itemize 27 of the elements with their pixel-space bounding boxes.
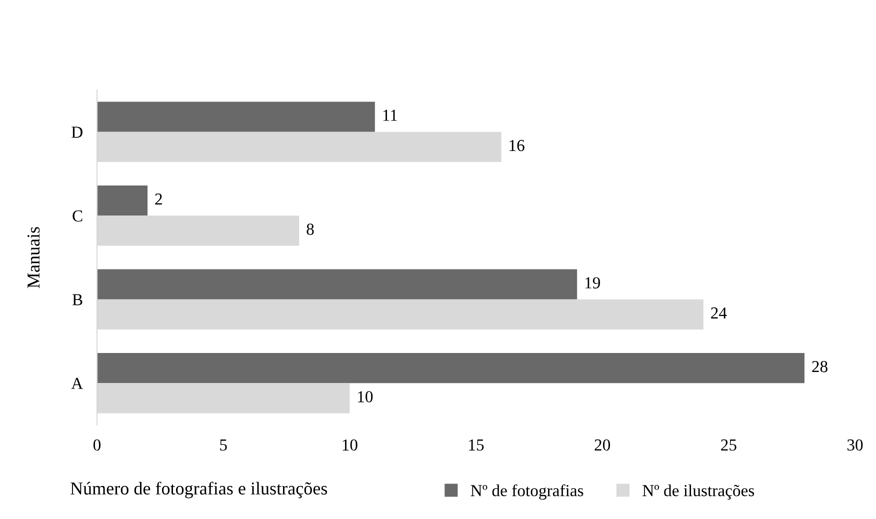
bar: [97, 352, 804, 384]
legend-label: Nº de ilustrações: [642, 484, 754, 500]
data-label: 19: [585, 277, 600, 288]
x-tick-label: 25: [721, 439, 736, 451]
bar: [97, 102, 375, 132]
data-label: 11: [383, 110, 397, 121]
x-tick-label: 0: [93, 439, 101, 451]
legend-label: Nº de fotografias: [470, 484, 584, 500]
y-tick-label: A: [71, 378, 83, 389]
x-axis-title: Número de fotografias e ilustrações: [70, 482, 328, 498]
data-label: 2: [155, 194, 162, 205]
bar: [97, 269, 578, 300]
x-tick-label: 5: [220, 440, 227, 451]
x-tick-label: 30: [847, 439, 863, 451]
x-tick-label: 10: [342, 439, 358, 451]
data-label: 24: [711, 307, 727, 318]
data-label: 28: [812, 360, 828, 372]
y-tick-label: B: [72, 294, 82, 306]
y-tick-label: D: [72, 126, 82, 138]
x-tick-label: 15: [469, 439, 484, 451]
x-tick-label: 20: [594, 439, 610, 451]
data-label: 16: [510, 140, 524, 152]
y-axis-title: Manuais: [27, 227, 40, 288]
bar: [97, 185, 148, 216]
data-label: 8: [306, 224, 314, 235]
y-tick-label: C: [72, 210, 82, 222]
data-label: 10: [358, 391, 373, 402]
